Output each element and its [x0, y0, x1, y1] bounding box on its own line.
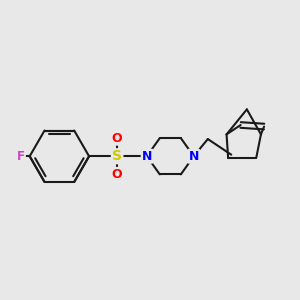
Text: F: F — [17, 150, 25, 163]
Text: N: N — [189, 150, 199, 163]
Text: N: N — [142, 150, 152, 163]
Text: S: S — [112, 149, 122, 163]
Text: O: O — [112, 168, 122, 181]
Text: O: O — [112, 132, 122, 145]
